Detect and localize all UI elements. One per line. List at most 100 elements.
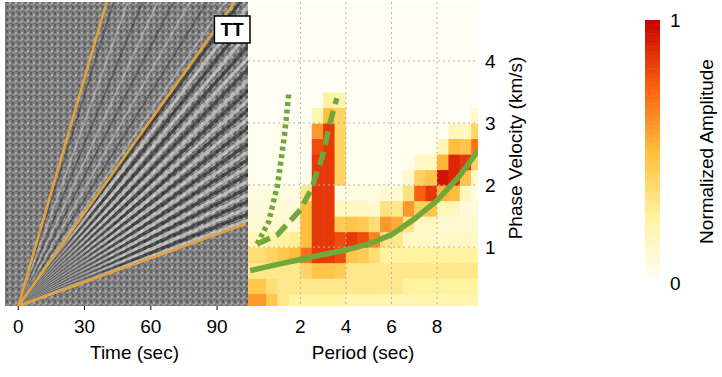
heatmap-cell <box>278 76 290 92</box>
colorbar-step <box>645 59 660 64</box>
heatmap-cell <box>357 294 369 306</box>
heatmap-cell <box>369 154 381 170</box>
heatmap-cell <box>335 14 347 30</box>
heatmap-cell <box>312 107 324 123</box>
heatmap-cell <box>289 170 301 186</box>
heatmap-cell <box>426 76 438 92</box>
heatmap-cell <box>369 14 381 30</box>
grid-line-y <box>248 60 478 61</box>
moveout-line <box>18 2 106 306</box>
heatmap-cell <box>289 154 301 170</box>
heatmap-cell <box>471 45 478 61</box>
heatmap-cell <box>471 61 478 77</box>
wave-stripe <box>18 26 248 306</box>
heatmap-cell <box>369 30 381 46</box>
heatmap-cell <box>312 216 324 232</box>
dispersion-curve <box>257 92 289 244</box>
heatmap-cell <box>414 107 426 123</box>
heatmap-cell <box>335 294 347 306</box>
heatmap-cell <box>448 232 460 248</box>
heatmap-cell <box>346 76 358 92</box>
heatmap-cell <box>437 45 449 61</box>
colorbar-tick-label: 0 <box>670 273 681 294</box>
heatmap-cell <box>323 278 335 294</box>
heatmap-cell <box>289 76 301 92</box>
heatmap-cell <box>266 30 278 46</box>
heatmap-cell <box>300 232 312 248</box>
heatmap-cell <box>380 45 392 61</box>
heatmap-cell <box>460 216 472 232</box>
x-tick-label: 0 <box>13 316 24 337</box>
colorbar-step <box>645 226 660 231</box>
heatmap-cell <box>448 123 460 139</box>
heatmap-cell <box>289 107 301 123</box>
heatmap-cell <box>380 154 392 170</box>
heatmap-cell <box>391 185 403 201</box>
colorbar-step <box>645 95 660 100</box>
heatmap-cell <box>357 170 369 186</box>
heatmap-cell <box>369 185 381 201</box>
heatmap-cell <box>471 216 478 232</box>
heatmap-cell <box>403 138 415 154</box>
colorbar-step <box>645 73 660 78</box>
colorbar-step <box>645 68 660 73</box>
wave-stripe <box>18 132 248 306</box>
heatmap-cell <box>380 278 392 294</box>
heatmap-cell <box>289 278 301 294</box>
heatmap-cell <box>289 138 301 154</box>
heatmap-cell <box>357 2 369 15</box>
heatmap-cell <box>357 107 369 123</box>
heatmap-cell <box>380 185 392 201</box>
heatmap-cell <box>323 232 335 248</box>
y-axis-title: Phase Velocity (km/s) <box>505 57 526 240</box>
heatmap-cell <box>448 154 460 170</box>
heatmap-cell <box>300 2 312 15</box>
heatmap-cell <box>391 45 403 61</box>
heatmap-cell <box>426 216 438 232</box>
heatmap-cell <box>414 170 426 186</box>
colorbar-step <box>645 213 660 218</box>
heatmap-cell <box>403 278 415 294</box>
heatmap-cell <box>278 201 290 217</box>
heatmap-cell <box>426 138 438 154</box>
heatmap-cell <box>448 138 460 154</box>
heatmap-cell <box>448 76 460 92</box>
heatmap-cell <box>437 263 449 279</box>
colorbar-step <box>645 134 660 139</box>
heatmap-cell <box>426 107 438 123</box>
heatmap-cell <box>380 61 392 77</box>
heatmap-cell <box>248 76 267 92</box>
heatmap-cell <box>323 170 335 186</box>
heatmap-cell <box>369 170 381 186</box>
heatmap-cell <box>471 123 478 139</box>
heatmap-cell <box>323 30 335 46</box>
heatmap-cell <box>448 263 460 279</box>
colorbar-step <box>645 86 660 91</box>
heatmap-cell <box>266 14 278 30</box>
heatmap-cell <box>414 14 426 30</box>
heatmap-cell <box>278 2 290 15</box>
colorbar-step <box>645 147 660 152</box>
heatmap-cell <box>426 45 438 61</box>
heatmap-cell <box>357 45 369 61</box>
heatmap-cell <box>414 294 426 306</box>
heatmap-cell <box>248 201 267 217</box>
colorbar-step <box>645 222 660 227</box>
heatmap-cell <box>289 2 301 15</box>
heatmap-cell <box>460 263 472 279</box>
heatmap-cell <box>369 294 381 306</box>
heatmap-cell <box>380 107 392 123</box>
heatmap-cell <box>471 107 478 123</box>
heatmap-cell <box>414 154 426 170</box>
colorbar-step <box>645 46 660 51</box>
x-axis-title: Time (sec) <box>90 342 179 363</box>
heatmap-cell <box>300 92 312 108</box>
heatmap-cell <box>335 154 347 170</box>
heatmap-cell <box>369 123 381 139</box>
heatmap-cell <box>380 216 392 232</box>
heatmap-cell <box>426 263 438 279</box>
heatmap-cell <box>369 263 381 279</box>
heatmap-cell <box>426 30 438 46</box>
heatmap-cell <box>460 294 472 306</box>
heatmap-cell <box>380 263 392 279</box>
